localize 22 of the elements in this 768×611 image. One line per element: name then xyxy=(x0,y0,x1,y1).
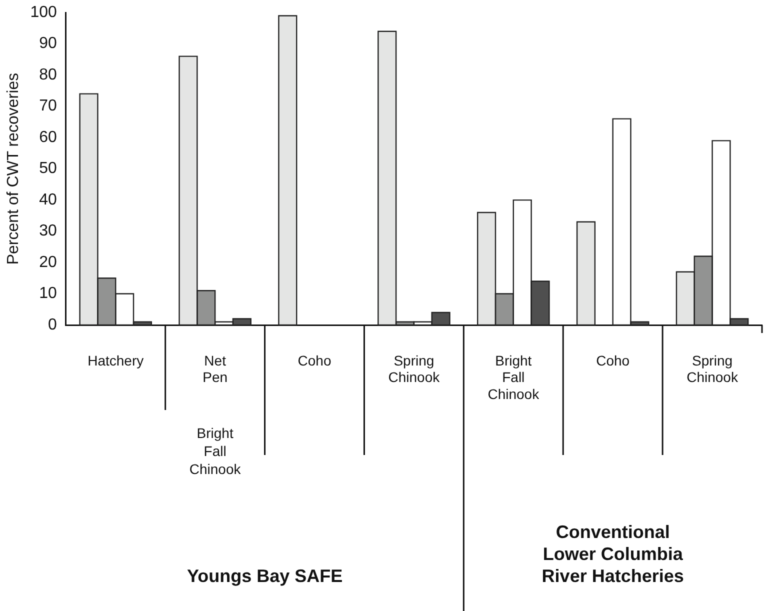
x-tick-label: Coho xyxy=(298,352,332,368)
y-tick-label: 60 xyxy=(39,128,57,146)
y-tick-label: 100 xyxy=(30,4,57,22)
y-tick-label: 90 xyxy=(39,35,57,52)
x-tick-label: Coho xyxy=(596,352,630,368)
y-tick-label: 0 xyxy=(48,316,57,334)
y-tick-label: 30 xyxy=(39,222,57,240)
y-tick-label: 70 xyxy=(39,98,57,115)
y-tick-label: 10 xyxy=(39,285,57,302)
x-tick-label: Net Pen xyxy=(202,352,228,386)
y-tick-label: 20 xyxy=(39,254,57,271)
x-tick-label: Spring Chinook xyxy=(388,352,441,386)
x-tick-label: Bright Fall Chinook xyxy=(488,352,540,402)
y-tick-label: 50 xyxy=(39,160,57,178)
x-tick-label: Spring Chinook xyxy=(686,352,739,386)
y-tick-label: 40 xyxy=(39,191,57,208)
text: Youngs Bay SAFE xyxy=(186,566,343,586)
y-tick-label: 80 xyxy=(39,66,57,84)
text: Conventional Lower Columbia River Hatcheries xyxy=(542,522,684,586)
y-axis-title: Percent of CWT recoveries xyxy=(5,72,22,265)
x-tick-label: Hatchery xyxy=(88,352,144,368)
text: Bright Fall Chinook xyxy=(189,424,242,477)
